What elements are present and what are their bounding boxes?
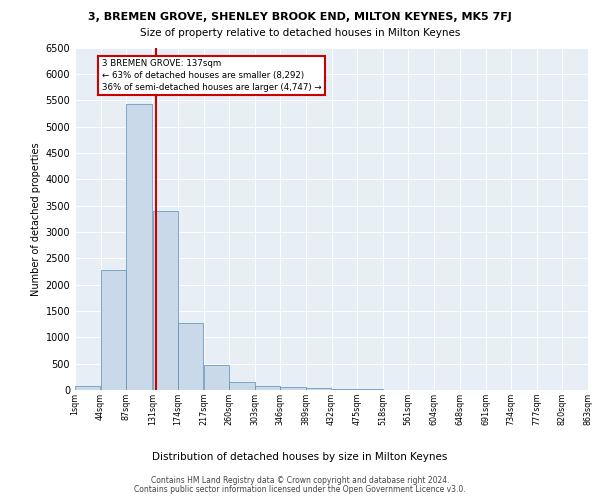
Bar — [101, 270, 126, 390]
Bar — [203, 364, 229, 390]
Text: 3, BREMEN GROVE, SHENLEY BROOK END, MILTON KEYNES, MK5 7FJ: 3, BREMEN GROVE, SHENLEY BROOK END, MILT… — [88, 12, 512, 22]
Bar — [229, 382, 254, 390]
Bar — [306, 388, 331, 390]
Text: Size of property relative to detached houses in Milton Keynes: Size of property relative to detached ho… — [140, 28, 460, 38]
Text: Contains public sector information licensed under the Open Government Licence v3: Contains public sector information licen… — [134, 485, 466, 494]
Bar — [178, 322, 203, 390]
Y-axis label: Number of detached properties: Number of detached properties — [31, 142, 41, 296]
Bar — [255, 386, 280, 390]
Bar — [75, 386, 100, 390]
Text: Contains HM Land Registry data © Crown copyright and database right 2024.: Contains HM Land Registry data © Crown c… — [151, 476, 449, 485]
Bar — [152, 212, 178, 390]
Text: Distribution of detached houses by size in Milton Keynes: Distribution of detached houses by size … — [152, 452, 448, 462]
Bar — [127, 104, 152, 390]
Text: 3 BREMEN GROVE: 137sqm
← 63% of detached houses are smaller (8,292)
36% of semi-: 3 BREMEN GROVE: 137sqm ← 63% of detached… — [102, 59, 322, 92]
Bar — [332, 389, 357, 390]
Bar — [280, 386, 306, 390]
